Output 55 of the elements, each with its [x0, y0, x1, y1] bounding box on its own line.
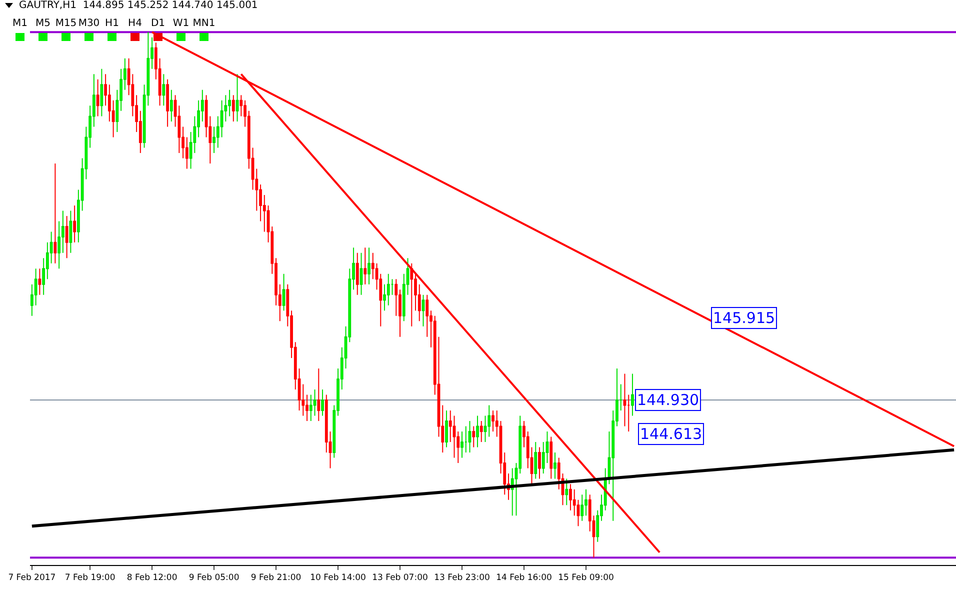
candlestick: [54, 162, 57, 264]
candlestick: [162, 74, 166, 106]
text: MN1: [192, 18, 216, 29]
candlestick: [166, 78, 169, 128]
candlestick: [550, 436, 553, 480]
candlestick: [410, 262, 414, 327]
x-tick-label: 13 Feb 23:00: [434, 573, 490, 584]
candlestick: [38, 268, 42, 296]
x-tick-label: 8 Feb 12:00: [126, 573, 178, 584]
x-tick-label: 15 Feb 09:00: [558, 573, 614, 584]
candlestick: [364, 247, 367, 285]
candlestick: [282, 273, 286, 312]
candlestick: [96, 78, 100, 117]
chart-title: GAUTRY,H1 144.895 145.252 144.740 145.001: [19, 0, 258, 11]
x-tick-label: 7 Feb 19:00: [64, 573, 116, 584]
candlestick: [232, 94, 235, 122]
candlestick: [100, 68, 104, 117]
candlestick: [65, 216, 68, 259]
candlestick: [321, 388, 324, 416]
text: M1: [12, 18, 28, 29]
candlestick: [468, 420, 472, 454]
x-tick-label: 9 Feb 05:00: [188, 573, 240, 584]
candlestick: [317, 368, 320, 422]
text: M5: [36, 18, 50, 29]
candlestick: [554, 452, 556, 480]
annotation: 145.915: [713, 309, 776, 327]
annotation: 144.930: [637, 391, 700, 409]
text: H1: [105, 18, 119, 29]
text: H4: [128, 18, 142, 29]
x-tick-label: 9 Feb 21:00: [250, 573, 302, 584]
candlestick: [368, 247, 370, 285]
candlestick: [538, 446, 541, 480]
candlestick: [631, 373, 634, 416]
candlestick: [360, 252, 363, 296]
candlestick: [236, 74, 239, 122]
candlestick: [480, 420, 483, 443]
x-tick-label: 7 Feb 2017: [8, 573, 56, 584]
candlestick: [356, 252, 359, 296]
text: W1: [172, 18, 190, 29]
x-tick-label: 14 Feb 16:00: [496, 573, 552, 584]
x-tick-label: 10 Feb 14:00: [310, 573, 366, 584]
candlestick: [422, 294, 425, 327]
candlestick: [472, 426, 476, 448]
candlestick: [534, 442, 538, 480]
text: D1: [150, 18, 166, 29]
candlestick: [170, 89, 173, 122]
annotation: 144.613: [640, 425, 702, 443]
x-tick-label: 13 Feb 07:00: [372, 573, 428, 584]
candlestick: [445, 410, 448, 448]
candlestick: [476, 415, 479, 448]
candlestick: [69, 210, 72, 254]
text: M30: [78, 18, 100, 29]
text: M15: [55, 18, 77, 29]
candlestick: [565, 478, 568, 506]
candlestick: [73, 205, 76, 243]
